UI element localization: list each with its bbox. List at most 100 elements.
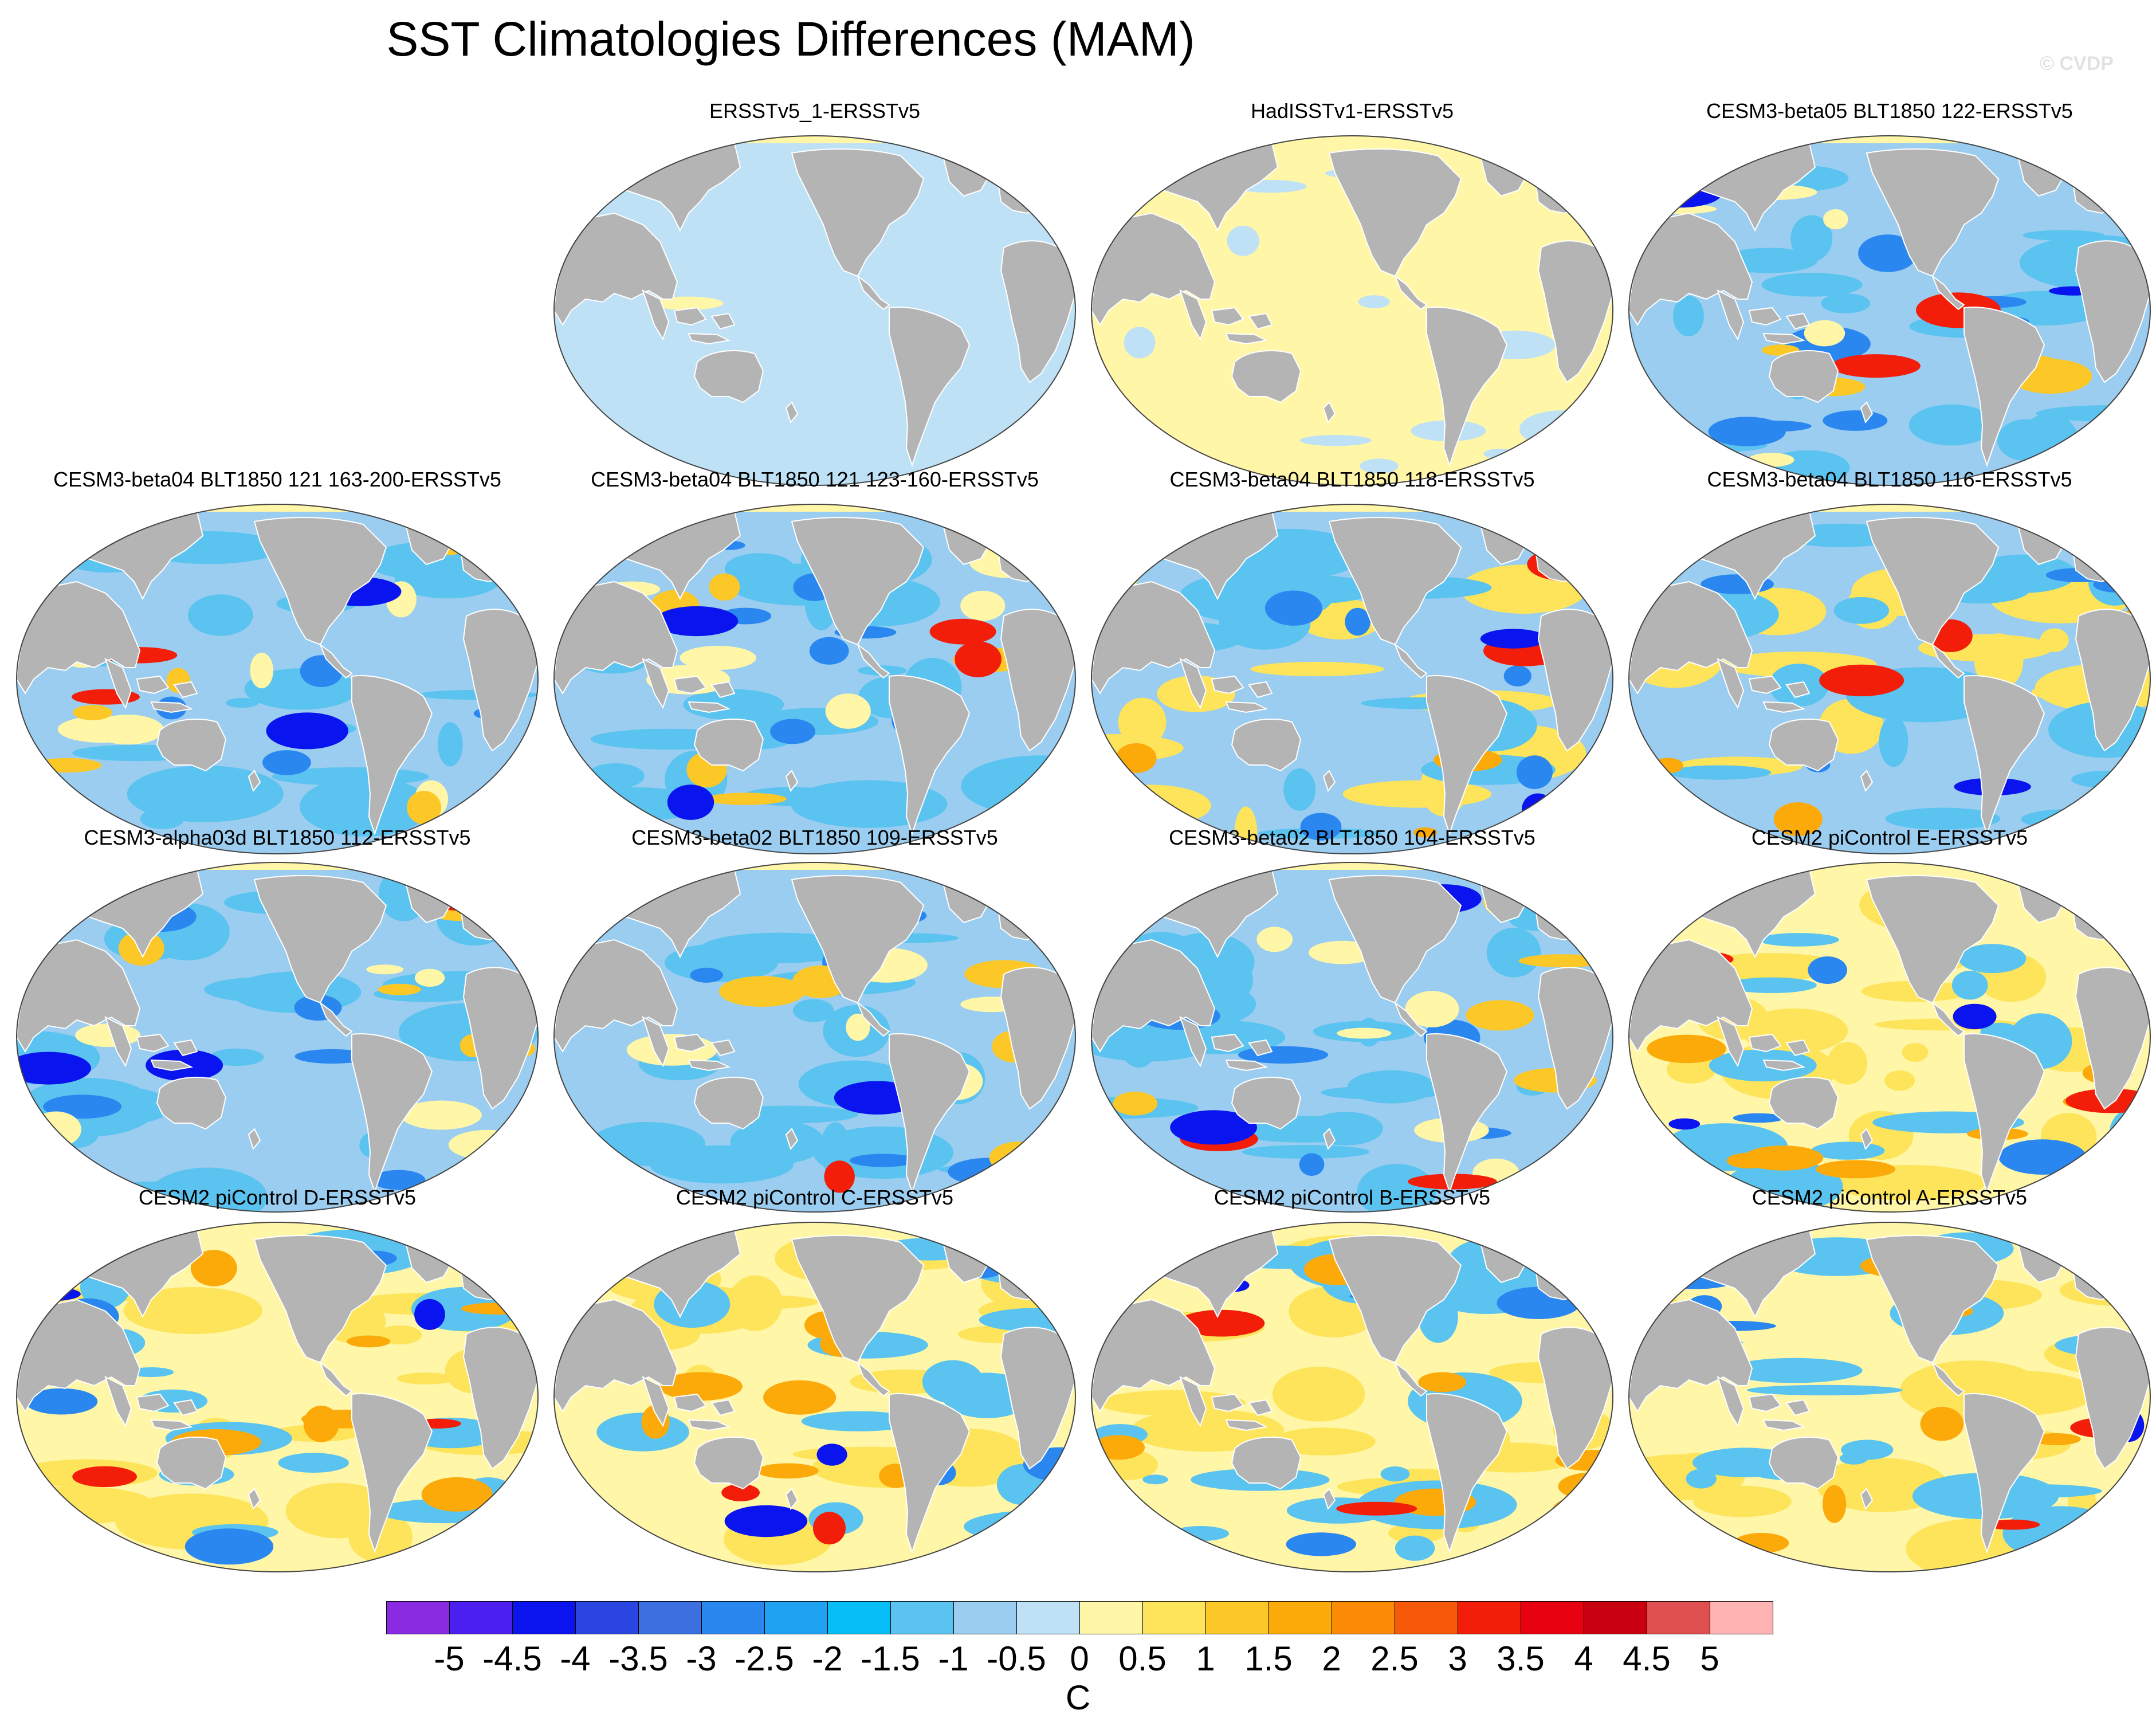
panel-title: CESM2 piControl D-ERSSTv5 xyxy=(138,1186,417,1209)
anomaly-blob xyxy=(1178,1309,1265,1337)
anomaly-blob xyxy=(1743,1146,1824,1171)
robinson-map xyxy=(553,862,1076,1213)
anomaly-blob xyxy=(415,968,445,987)
landmass xyxy=(173,681,198,699)
anomaly-blob xyxy=(1735,420,1812,432)
anomaly-blob xyxy=(1299,1153,1325,1176)
anomaly-blob xyxy=(73,705,112,720)
anomaly-blob xyxy=(184,1528,274,1565)
anomaly-blob xyxy=(1693,1485,1792,1517)
anomaly-blob xyxy=(1902,1043,1929,1062)
map-panel: ERSSTv5_1-ERSSTv5 xyxy=(545,99,1084,494)
anomaly-blob xyxy=(482,912,528,923)
landmass xyxy=(1860,1488,1874,1511)
anomaly-blob xyxy=(651,296,724,310)
landmass xyxy=(136,1393,170,1413)
landmass xyxy=(136,1033,170,1053)
colorbar-tick-label: 2 xyxy=(1322,1639,1341,1678)
anomaly-blob xyxy=(396,1372,455,1384)
anomaly-blob xyxy=(1091,784,1211,827)
landmass xyxy=(710,1039,736,1057)
anomaly-blob xyxy=(461,1303,537,1315)
anomaly-blob xyxy=(1360,458,1399,473)
landmass xyxy=(785,1128,799,1151)
anomaly-blob xyxy=(414,1299,445,1330)
anomaly-blob xyxy=(1816,1160,1896,1179)
anomaly-blob xyxy=(1271,1427,1376,1456)
anomaly-blob xyxy=(1997,419,2055,461)
anomaly-blob xyxy=(1655,1144,1728,1178)
colorbar-swatch xyxy=(1142,1601,1206,1634)
anomaly-blob xyxy=(1134,526,1208,536)
anomaly-blob xyxy=(1142,1474,1168,1485)
map-panel: CESM3-alpha03d BLT1850 112-ERSSTv5 xyxy=(8,825,547,1221)
anomaly-blob xyxy=(17,542,54,556)
colorbar-swatch xyxy=(1584,1601,1647,1634)
panel-title: CESM2 piControl C-ERSSTv5 xyxy=(676,1186,954,1209)
anomaly-blob xyxy=(1272,1367,1365,1422)
anomaly-blob xyxy=(1885,807,2001,830)
anomaly-blob xyxy=(421,1477,493,1512)
colorbar-tick-label: -1.5 xyxy=(861,1639,920,1678)
anomaly-blob xyxy=(1667,765,1772,780)
anomaly-blob xyxy=(718,976,806,1007)
map-panel: CESM3-beta05 BLT1850 122-ERSSTv5 xyxy=(1620,99,2156,494)
anomaly-blob xyxy=(1827,1042,1867,1085)
landmass xyxy=(710,312,736,330)
landmass xyxy=(785,1488,799,1511)
anomaly-blob xyxy=(1544,886,1604,902)
landmass xyxy=(1225,701,1269,713)
anomaly-blob xyxy=(948,1158,1030,1186)
anomaly-blob xyxy=(1629,809,1673,824)
landmass xyxy=(642,1376,670,1427)
anomaly-blob xyxy=(1308,1112,1383,1146)
anomaly-blob xyxy=(1686,1469,1717,1489)
map-panel: CESM3-beta04 BLT1850 116-ERSSTv5 xyxy=(1620,467,2156,862)
colorbar-swatch xyxy=(512,1601,576,1634)
landmass xyxy=(1768,1437,1839,1490)
landmass xyxy=(673,1033,707,1053)
anomaly-blob xyxy=(654,606,739,637)
landmass xyxy=(1717,289,1745,341)
anomaly-blob xyxy=(300,776,430,837)
anomaly-blob xyxy=(2061,1542,2150,1566)
landmass xyxy=(889,675,971,836)
map-panel: CESM3-beta04 BLT1850 118-ERSSTv5 xyxy=(1083,467,1621,862)
anomaly-blob xyxy=(294,1049,370,1064)
colorbar-tick-label: 2.5 xyxy=(1370,1639,1419,1678)
robinson-map xyxy=(1628,504,2151,854)
colorbar-swatch xyxy=(827,1601,891,1634)
anomaly-blob xyxy=(999,1533,1059,1572)
anomaly-blob xyxy=(210,1048,264,1066)
anomaly-blob xyxy=(1497,1286,1581,1319)
anomaly-blob xyxy=(1094,1492,1130,1551)
figure-title: SST Climatologies Differences (MAM) xyxy=(386,12,1195,66)
anomaly-blob xyxy=(127,766,284,822)
landmass xyxy=(1426,1393,1508,1554)
anomaly-blob xyxy=(757,1463,819,1479)
anomaly-blob xyxy=(1256,927,1293,952)
arctic-band xyxy=(1629,1222,2150,1230)
sst-field xyxy=(1091,504,1613,854)
anomaly-blob xyxy=(1480,629,1547,649)
anomaly-blob xyxy=(17,1286,81,1301)
landmass xyxy=(1322,770,1336,793)
robinson-map xyxy=(553,504,1076,854)
colorbar-swatch xyxy=(1458,1601,1521,1634)
anomaly-blob xyxy=(1858,234,1918,272)
anomaly-blob xyxy=(1790,215,1833,262)
colorbar-swatch xyxy=(1647,1601,1710,1634)
landmass xyxy=(1231,1077,1302,1130)
colorbar-swatch xyxy=(1269,1601,1332,1634)
colorbar-swatch xyxy=(638,1601,702,1634)
landmass xyxy=(150,1419,194,1431)
anomaly-blob xyxy=(1833,597,1889,624)
panel-title: CESM3-beta04 BLT1850 118-ERSSTv5 xyxy=(1169,468,1535,491)
landmass xyxy=(1328,517,1462,646)
map-outline xyxy=(1628,1222,2151,1572)
landmass xyxy=(1322,401,1336,424)
landmass xyxy=(1866,517,2000,646)
colorbar-swatch xyxy=(890,1601,954,1634)
landmass xyxy=(889,307,971,468)
anomaly-blob xyxy=(31,758,102,773)
